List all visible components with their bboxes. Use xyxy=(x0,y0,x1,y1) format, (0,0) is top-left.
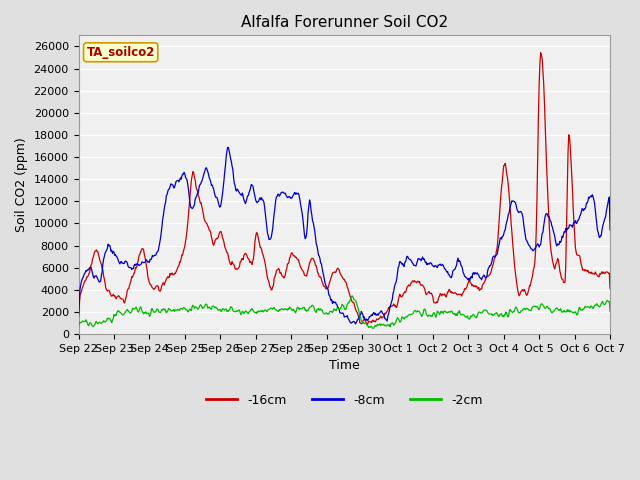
Y-axis label: Soil CO2 (ppm): Soil CO2 (ppm) xyxy=(15,137,28,232)
Legend: -16cm, -8cm, -2cm: -16cm, -8cm, -2cm xyxy=(201,389,488,411)
Text: TA_soilco2: TA_soilco2 xyxy=(86,46,155,59)
Title: Alfalfa Forerunner Soil CO2: Alfalfa Forerunner Soil CO2 xyxy=(241,15,448,30)
X-axis label: Time: Time xyxy=(329,360,360,372)
